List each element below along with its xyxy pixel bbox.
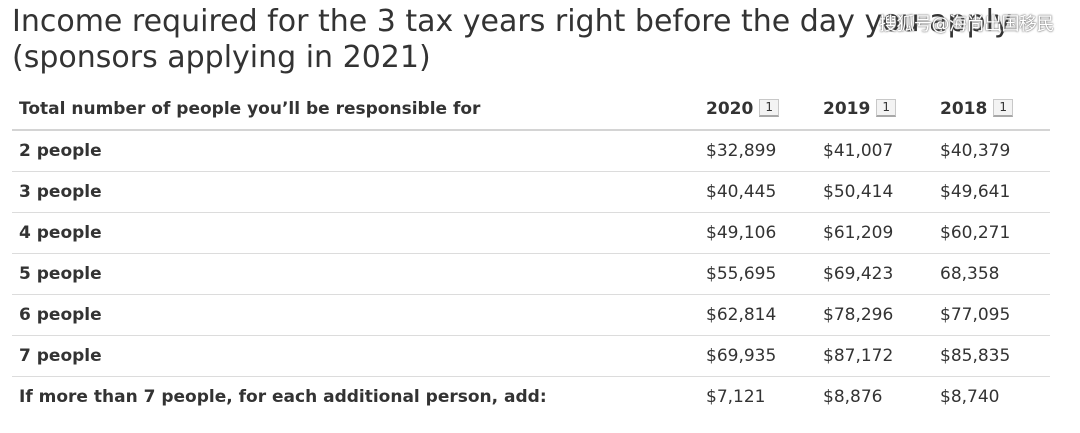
cell-2020: $32,899 xyxy=(699,130,816,172)
row-label: 6 people xyxy=(12,294,699,336)
cell-2018: $8,740 xyxy=(940,387,1000,407)
cell-2020: $55,695 xyxy=(699,253,816,295)
cell-2019: $61,209 xyxy=(816,212,933,254)
cell-2019: $41,007 xyxy=(816,130,933,172)
cell-2019: $69,423 xyxy=(816,253,933,295)
cell-2019: $50,414 xyxy=(816,171,933,213)
cell-2020: $69,935 xyxy=(699,335,816,377)
footnote-link[interactable]: 1 xyxy=(993,98,1013,117)
row-label: 5 people xyxy=(12,253,699,295)
cell-2019: $8,876 xyxy=(823,387,883,407)
cell-2020: $62,814 xyxy=(699,294,816,336)
row-label: 4 people xyxy=(12,212,699,254)
row-label: 2 people xyxy=(12,130,699,172)
table-row: 6 people $62,814 $78,296 $77,095 xyxy=(12,294,1050,336)
cell-2020: $49,106 xyxy=(699,212,816,254)
footnote-link[interactable]: 1 xyxy=(759,98,779,117)
cell-2018: $60,271 xyxy=(933,212,1050,254)
cell-2018: $49,641 xyxy=(933,171,1050,213)
row-label: If more than 7 people, for each addition… xyxy=(19,387,547,407)
table-row: 5 people $55,695 $69,423 68,358 xyxy=(12,253,1050,295)
page-title: Income required for the 3 tax years righ… xyxy=(12,4,1012,75)
year-label: 2018 xyxy=(940,98,988,119)
year-label: 2020 xyxy=(706,98,754,119)
column-header-2018: 2018 1 xyxy=(933,88,1050,131)
cell-2018: $77,095 xyxy=(933,294,1050,336)
footnote-link[interactable]: 1 xyxy=(876,98,896,117)
cell-2020: $7,121 xyxy=(706,387,766,407)
row-label: 3 people xyxy=(12,171,699,213)
watermark: 搜狐号@海尚出国移民 xyxy=(879,14,1055,35)
income-table: Total number of people you’ll be respons… xyxy=(12,88,1050,417)
cell-2018: $40,379 xyxy=(933,130,1050,172)
row-label: 7 people xyxy=(12,335,699,377)
cell-2019: $87,172 xyxy=(816,335,933,377)
table-row: 3 people $40,445 $50,414 $49,641 xyxy=(12,171,1050,213)
table-header-row: Total number of people you’ll be respons… xyxy=(12,88,1050,131)
cell-2018: 68,358 xyxy=(933,253,1050,295)
table-row: 4 people $49,106 $61,209 $60,271 xyxy=(12,212,1050,254)
cell-2019: $78,296 xyxy=(816,294,933,336)
column-header-2020: 2020 1 xyxy=(699,88,816,131)
table-row: 2 people $32,899 $41,007 $40,379 xyxy=(12,130,1050,172)
table-row: If more than 7 people, for each addition… xyxy=(12,377,1050,418)
table-row: 7 people $69,935 $87,172 $85,835 xyxy=(12,335,1050,377)
column-header-people: Total number of people you’ll be respons… xyxy=(12,88,699,131)
cell-2020: $40,445 xyxy=(699,171,816,213)
year-label: 2019 xyxy=(823,98,871,119)
cell-2018: $85,835 xyxy=(933,335,1050,377)
column-header-2019: 2019 1 xyxy=(816,88,933,131)
